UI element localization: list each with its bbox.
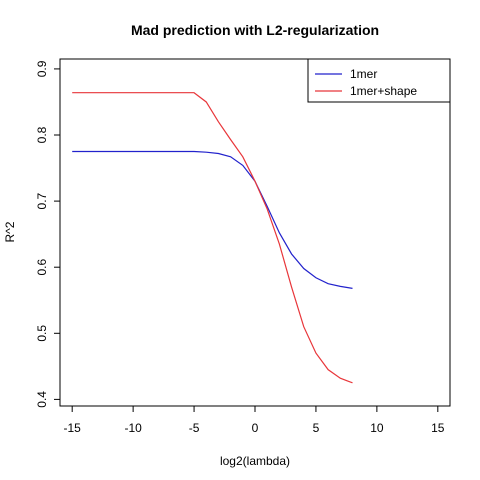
x-axis: -15 -10 -5 0 5 10 15 xyxy=(64,406,445,435)
x-tick-label: -15 xyxy=(64,421,82,435)
legend: 1mer 1mer+shape xyxy=(307,58,451,103)
x-tick-label: -5 xyxy=(189,421,200,435)
x-tick-label: 10 xyxy=(370,421,384,435)
series-line-2 xyxy=(72,92,353,384)
x-tick-label: 15 xyxy=(431,421,445,435)
y-tick-label: 0.8 xyxy=(35,126,49,143)
x-axis-label: log2(lambda) xyxy=(220,454,290,468)
y-axis: 0.4 0.5 0.6 0.7 0.8 0.9 xyxy=(35,60,60,408)
legend-label: 1mer xyxy=(350,67,377,81)
y-tick-label: 0.7 xyxy=(35,192,49,209)
y-tick-label: 0.9 xyxy=(35,60,49,77)
x-tick-label: 0 xyxy=(252,421,259,435)
y-tick-label: 0.5 xyxy=(35,325,49,342)
series-layer xyxy=(72,92,353,384)
series-line-1 xyxy=(72,150,353,289)
x-tick-label: -10 xyxy=(124,421,142,435)
legend-box xyxy=(307,58,451,103)
plot-frame xyxy=(59,58,451,407)
legend-label: 1mer+shape xyxy=(350,84,417,98)
y-tick-label: 0.6 xyxy=(35,259,49,276)
x-tick-label: 5 xyxy=(313,421,320,435)
y-axis-label: R^2 xyxy=(3,221,17,242)
y-tick-label: 0.4 xyxy=(35,391,49,408)
chart-title: Mad prediction with L2-regularization xyxy=(131,22,379,38)
